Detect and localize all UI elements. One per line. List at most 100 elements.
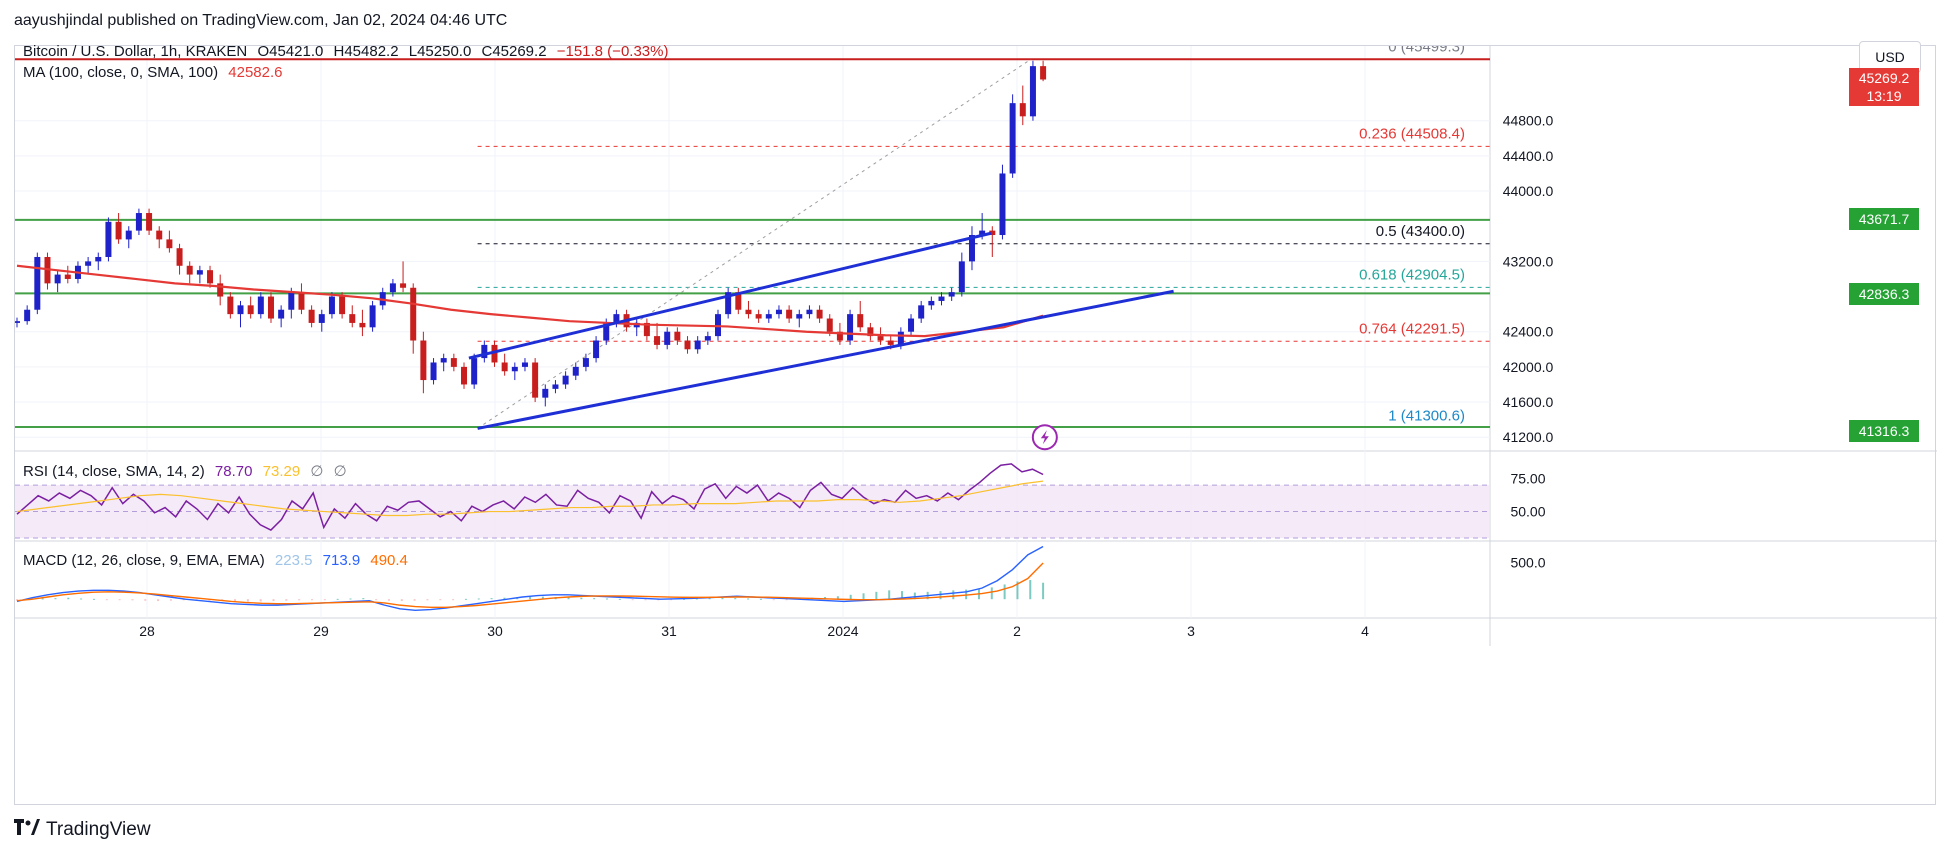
macd-histogram-bar bbox=[323, 599, 326, 601]
price-tick-label: 42400.0 bbox=[1503, 324, 1554, 340]
macd-histogram-bar bbox=[285, 599, 288, 601]
candle-body bbox=[664, 331, 671, 345]
x-tick-label: 2024 bbox=[827, 623, 858, 639]
macd-histogram-bar bbox=[952, 590, 955, 600]
fib-level-label: 0.5 (43400.0) bbox=[1376, 223, 1465, 240]
ma-label[interactable]: MA (100, close, 0, SMA, 100) bbox=[23, 64, 219, 81]
candle-body bbox=[24, 309, 31, 322]
candle-body bbox=[125, 230, 132, 240]
macd-histogram-bar bbox=[464, 598, 467, 600]
candle-body bbox=[267, 296, 274, 319]
candle-body bbox=[85, 261, 92, 266]
candle-body bbox=[34, 256, 41, 310]
macd-histogram-bar bbox=[41, 598, 44, 600]
candle-body bbox=[389, 283, 396, 293]
candle-body bbox=[735, 292, 742, 310]
candle-body bbox=[146, 213, 153, 231]
macd-histogram-bar bbox=[1003, 584, 1006, 600]
candle-body bbox=[918, 305, 925, 319]
macd-histogram-bar bbox=[298, 599, 301, 601]
candle-body bbox=[186, 265, 193, 275]
candle-body bbox=[369, 305, 376, 328]
symbol-title[interactable]: Bitcoin / U.S. Dollar, 1h, KRAKEN bbox=[23, 43, 248, 60]
price-tag-support: 42836.3 bbox=[1849, 283, 1919, 305]
candle-body bbox=[501, 362, 508, 372]
macd-histogram-bar bbox=[875, 591, 878, 600]
macd-histogram-bar bbox=[259, 599, 262, 602]
price-tag-resistance-value: 43671.7 bbox=[1858, 211, 1910, 227]
macd-histogram-bar bbox=[144, 599, 147, 601]
macd-histogram-bar bbox=[375, 599, 378, 601]
candle-body bbox=[420, 340, 427, 381]
candle-body bbox=[958, 261, 965, 293]
candle-body bbox=[877, 336, 884, 341]
candle-body bbox=[491, 344, 498, 363]
candle-body bbox=[836, 331, 843, 341]
macd-histogram-bar bbox=[593, 598, 596, 600]
chart-frame[interactable]: 28 29 30 31 2024 2 3 4 44800.0 44400.0 44000.0 4320… bbox=[14, 41, 1937, 806]
candle-body bbox=[176, 248, 183, 266]
candle-body bbox=[928, 300, 935, 306]
candle-body bbox=[308, 309, 315, 323]
macd-histogram-bar bbox=[272, 599, 275, 602]
x-tick-label: 4 bbox=[1361, 623, 1369, 639]
macd-histogram-bar bbox=[618, 598, 621, 600]
tradingview-brand[interactable]: TradingView bbox=[14, 818, 151, 841]
fib-level-label: 1 (41300.6) bbox=[1388, 407, 1465, 424]
macd-histogram-bar bbox=[311, 599, 314, 601]
candle-body bbox=[887, 340, 894, 345]
candle-body bbox=[593, 340, 600, 359]
macd-histogram-bar bbox=[413, 599, 416, 601]
macd-histogram-bar bbox=[234, 599, 237, 602]
chart-canvas[interactable]: 28 29 30 31 2024 2 3 4 44800.0 44400.0 44000.0 4320… bbox=[15, 46, 1937, 806]
macd-histogram-bar bbox=[1042, 582, 1045, 600]
candle-body bbox=[1009, 103, 1016, 174]
candle-body bbox=[166, 239, 173, 249]
ma-100-line bbox=[16, 264, 1044, 338]
fib-level-label: 0.764 (42291.5) bbox=[1359, 320, 1465, 337]
price-tick-label: 44800.0 bbox=[1503, 113, 1554, 129]
candle-body bbox=[755, 314, 762, 319]
macd-histogram-bar bbox=[92, 598, 95, 600]
tradingview-logo-icon bbox=[14, 818, 40, 841]
candle-body bbox=[288, 292, 295, 310]
currency-label[interactable]: USD bbox=[1859, 41, 1921, 73]
macd-histogram-bar bbox=[939, 591, 942, 600]
fib-level-label: 0.618 (42904.5) bbox=[1359, 266, 1465, 283]
x-tick-label: 31 bbox=[661, 623, 677, 639]
candle-body bbox=[196, 270, 203, 275]
candle-body bbox=[135, 213, 142, 231]
candle-body bbox=[908, 318, 915, 332]
price-tag-resistance: 43671.7 bbox=[1849, 208, 1919, 230]
last-price-tag: 45269.2 13:19 bbox=[1849, 68, 1919, 106]
candle-body bbox=[207, 270, 214, 284]
candle-body bbox=[948, 292, 955, 297]
candle-body bbox=[999, 173, 1006, 236]
macd-histogram-bar bbox=[182, 599, 185, 601]
macd-histogram-bar bbox=[567, 597, 570, 600]
price-legend: Bitcoin / U.S. Dollar, 1h, KRAKEN O45421… bbox=[23, 43, 674, 60]
ma-value: 42582.6 bbox=[228, 64, 283, 81]
candle-body bbox=[521, 362, 528, 367]
price-tick-label: 44400.0 bbox=[1503, 148, 1554, 164]
trend-line bbox=[468, 231, 992, 360]
price-tick-label: 42000.0 bbox=[1503, 359, 1554, 375]
candle-body bbox=[867, 327, 874, 337]
candle-body bbox=[806, 309, 813, 315]
candle-body bbox=[674, 331, 681, 341]
macd-label[interactable]: MACD (12, 26, close, 9, EMA, EMA) bbox=[23, 552, 265, 569]
macd-histogram-bar bbox=[785, 599, 788, 601]
candle-body bbox=[1019, 103, 1026, 117]
price-tick-label: 41200.0 bbox=[1503, 429, 1554, 445]
macd-histogram-bar bbox=[541, 596, 544, 600]
macd-value: 713.9 bbox=[322, 552, 361, 569]
macd-histogram-bar bbox=[54, 598, 57, 600]
candle-body bbox=[1040, 66, 1047, 80]
candle-body bbox=[105, 221, 112, 257]
candle-body bbox=[247, 305, 254, 315]
macd-histogram-bar bbox=[439, 599, 442, 601]
fib-level-label: 0 (45499.3) bbox=[1388, 46, 1465, 55]
bar-countdown: 13:19 bbox=[1866, 88, 1902, 104]
macd-histogram-bar bbox=[349, 598, 352, 600]
rsi-label[interactable]: RSI (14, close, SMA, 14, 2) bbox=[23, 463, 205, 480]
